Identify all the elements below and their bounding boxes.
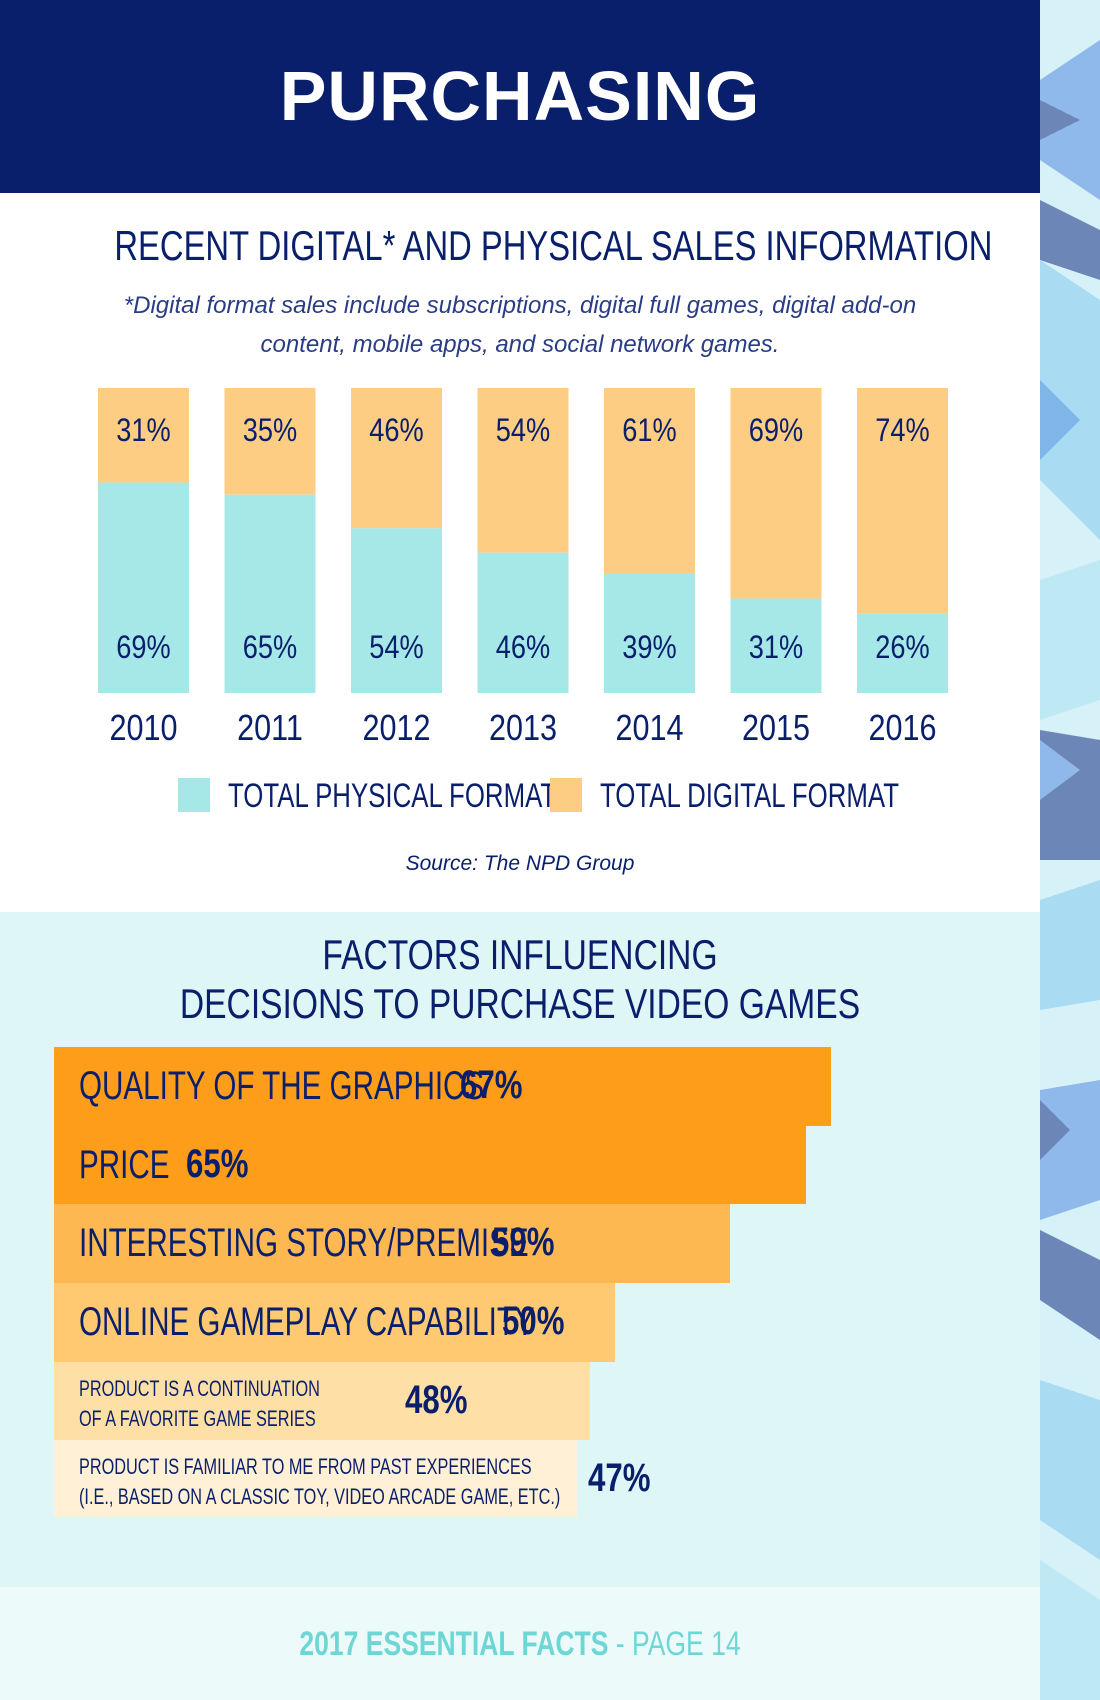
bar-digital-2012 <box>351 388 442 529</box>
bar-digital-2014 <box>604 388 695 575</box>
source-note: Source: The NPD Group <box>405 852 635 875</box>
factor-bar <box>54 1440 577 1517</box>
factor-label-line: ONLINE GAMEPLAY CAPABILITY <box>79 1300 535 1344</box>
factor-label-line: (I.E., BASED ON A CLASSIC TOY, VIDEO ARC… <box>79 1484 561 1509</box>
bar-physical-2016 <box>857 613 948 693</box>
factor-label-line: PRODUCT IS FAMILIAR TO ME FROM PAST EXPE… <box>79 1454 532 1479</box>
footer-left: 2017 ESSENTIAL FACTS <box>299 1625 609 1663</box>
factor-label: PRODUCT IS A CONTINUATION OF A FAVORITE G… <box>79 1374 320 1434</box>
label-digital-2013: 54% <box>496 413 550 449</box>
factors-title: FACTORS INFLUENCING DECISIONS TO PURCHAS… <box>104 930 936 1028</box>
factor-bar <box>54 1126 806 1204</box>
bar-digital-2016 <box>857 388 948 614</box>
tick-label-2013: 2013 <box>489 709 557 749</box>
bar-digital-2011 <box>224 388 316 495</box>
tick-label-2012: 2012 <box>362 709 430 749</box>
tick-label-2010: 2010 <box>109 709 177 749</box>
label-digital-2016: 74% <box>875 413 929 449</box>
factor-value: 65% <box>186 1142 249 1186</box>
factor-label-line: PRICE <box>79 1143 170 1187</box>
footer-right: PAGE 14 <box>631 1625 741 1663</box>
header-band <box>0 0 1040 193</box>
factor-bar <box>54 1047 831 1126</box>
bar-digital-2010 <box>98 388 189 483</box>
footer-band <box>0 1587 1040 1700</box>
bar-physical-2010 <box>98 482 189 693</box>
factor-label-line: QUALITY OF THE GRAPHICS <box>79 1064 485 1108</box>
factors-title-line2: DECISIONS TO PURCHASE VIDEO GAMES <box>179 980 861 1027</box>
page-title: PURCHASING <box>279 57 761 135</box>
factor-label: INTERESTING STORY/PREMISE <box>79 1220 529 1266</box>
factor-value: 67% <box>460 1063 523 1107</box>
factor-bar <box>54 1283 615 1362</box>
bar-physical-2014 <box>604 574 695 693</box>
sales-chart-title: RECENT DIGITAL* AND PHYSICAL SALES INFOR… <box>114 222 993 269</box>
factor-label: ONLINE GAMEPLAY CAPABILITY <box>79 1299 535 1345</box>
label-physical-2013: 46% <box>496 630 550 666</box>
factor-label: PRICE <box>79 1142 169 1188</box>
bar-physical-2011 <box>224 494 316 693</box>
tick-label-2014: 2014 <box>615 709 683 749</box>
tick-label-2011: 2011 <box>237 709 303 749</box>
bar-physical-2013 <box>477 552 569 693</box>
factor-value: 47% <box>588 1456 651 1500</box>
label-digital-2011: 35% <box>243 413 297 449</box>
label-physical-2015: 31% <box>749 630 803 666</box>
geometric-pattern <box>1040 40 1100 1700</box>
tick-label-2015: 2015 <box>742 709 810 749</box>
stacked-bar-chart: 31% 69% 2010 35% 65% 2011 46% 54% 2012 54% 46% 2013… <box>98 388 948 815</box>
factor-label-line: INTERESTING STORY/PREMISE <box>79 1221 529 1265</box>
label-digital-2010: 31% <box>116 413 170 449</box>
factor-bar <box>54 1362 590 1440</box>
legend-label-physical: TOTAL PHYSICAL FORMAT <box>228 778 556 815</box>
factor-value: 50% <box>502 1299 565 1343</box>
label-physical-2016: 26% <box>875 630 929 666</box>
label-digital-2015: 69% <box>749 413 803 449</box>
tick-label-2016: 2016 <box>868 709 936 749</box>
factor-label: PRODUCT IS FAMILIAR TO ME FROM PAST EXPE… <box>79 1452 560 1512</box>
factor-value: 48% <box>405 1378 468 1422</box>
bar-physical-2012 <box>351 528 442 693</box>
factors-title-line1: FACTORS INFLUENCING <box>322 931 718 978</box>
label-physical-2014: 39% <box>622 630 676 666</box>
side-decoration <box>1040 0 1100 1700</box>
factor-value: 59% <box>492 1220 555 1264</box>
footer-text: 2017 ESSENTIAL FACTS - PAGE 14 <box>114 1625 925 1664</box>
label-digital-2012: 46% <box>369 413 423 449</box>
bar-digital-2015 <box>730 388 822 599</box>
bar-digital-2013 <box>477 388 569 553</box>
legend-swatch-digital <box>550 778 582 812</box>
legend-swatch-physical <box>178 778 210 812</box>
footer-sep: - <box>608 1625 632 1663</box>
bar-physical-2015 <box>730 598 822 693</box>
factor-label-line: PRODUCT IS A CONTINUATION <box>79 1376 320 1401</box>
label-physical-2011: 65% <box>243 630 297 666</box>
factor-bar <box>54 1204 730 1283</box>
sales-footnote: *Digital format sales include subscripti… <box>123 292 917 358</box>
factor-label: QUALITY OF THE GRAPHICS <box>79 1063 484 1109</box>
label-physical-2012: 54% <box>369 630 423 666</box>
label-digital-2014: 61% <box>622 413 676 449</box>
label-physical-2010: 69% <box>116 630 170 666</box>
legend-label-digital: TOTAL DIGITAL FORMAT <box>600 778 899 815</box>
factor-label-line: OF A FAVORITE GAME SERIES <box>79 1406 316 1431</box>
